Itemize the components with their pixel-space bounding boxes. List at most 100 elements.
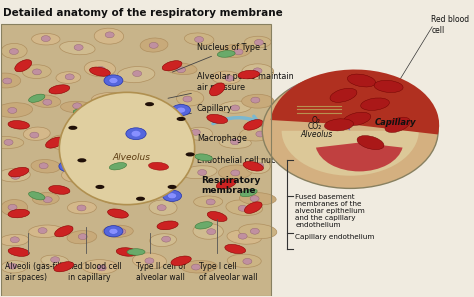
Ellipse shape — [55, 226, 73, 237]
Ellipse shape — [148, 162, 169, 170]
Ellipse shape — [49, 85, 70, 94]
Ellipse shape — [219, 101, 252, 113]
Ellipse shape — [32, 192, 59, 205]
Text: Type II cell of
alveolar wall: Type II cell of alveolar wall — [136, 262, 186, 282]
Ellipse shape — [193, 223, 223, 239]
Ellipse shape — [243, 162, 264, 171]
Ellipse shape — [219, 137, 251, 148]
Circle shape — [145, 258, 154, 264]
Circle shape — [72, 173, 81, 178]
Wedge shape — [316, 143, 402, 171]
Circle shape — [88, 131, 97, 137]
Ellipse shape — [385, 117, 410, 132]
Ellipse shape — [9, 167, 29, 177]
Circle shape — [30, 132, 39, 138]
Ellipse shape — [49, 186, 70, 194]
Circle shape — [162, 236, 171, 242]
Circle shape — [131, 131, 140, 137]
Ellipse shape — [67, 201, 96, 214]
Ellipse shape — [225, 244, 246, 254]
Circle shape — [231, 105, 240, 111]
Wedge shape — [271, 69, 439, 135]
Ellipse shape — [104, 226, 123, 237]
Ellipse shape — [54, 262, 74, 272]
Ellipse shape — [46, 137, 64, 148]
Ellipse shape — [94, 28, 124, 44]
Bar — [0, 24, 271, 296]
Circle shape — [64, 163, 73, 169]
Circle shape — [140, 101, 149, 107]
Ellipse shape — [140, 38, 168, 52]
Text: Fused basement
membranes of the
alveolar epithelium
and the capillary
endotheliu: Fused basement membranes of the alveolar… — [295, 194, 365, 228]
Circle shape — [73, 103, 82, 109]
Ellipse shape — [217, 50, 235, 57]
Circle shape — [39, 163, 48, 169]
Wedge shape — [288, 73, 350, 131]
Circle shape — [32, 69, 41, 75]
Ellipse shape — [211, 71, 241, 84]
Circle shape — [97, 265, 106, 271]
Circle shape — [250, 228, 259, 234]
Ellipse shape — [109, 162, 127, 170]
Ellipse shape — [163, 190, 182, 201]
Ellipse shape — [133, 253, 166, 269]
Ellipse shape — [61, 101, 94, 113]
Ellipse shape — [129, 98, 161, 110]
Ellipse shape — [0, 103, 33, 117]
Text: Nucleus of Type 1: Nucleus of Type 1 — [173, 43, 267, 72]
Ellipse shape — [242, 94, 274, 108]
Ellipse shape — [126, 128, 146, 140]
Ellipse shape — [1, 260, 27, 273]
Ellipse shape — [219, 44, 251, 58]
Circle shape — [243, 258, 252, 264]
Circle shape — [107, 164, 116, 170]
Circle shape — [255, 40, 264, 45]
Circle shape — [43, 99, 52, 105]
Ellipse shape — [116, 248, 137, 256]
Ellipse shape — [59, 161, 78, 172]
Circle shape — [122, 116, 131, 122]
Ellipse shape — [118, 113, 137, 124]
Ellipse shape — [0, 234, 29, 246]
Circle shape — [163, 146, 172, 151]
Ellipse shape — [145, 102, 154, 106]
Ellipse shape — [330, 88, 357, 102]
Circle shape — [231, 170, 240, 176]
Ellipse shape — [195, 154, 212, 161]
Ellipse shape — [240, 189, 257, 197]
Ellipse shape — [207, 211, 227, 222]
Ellipse shape — [15, 60, 32, 72]
Circle shape — [191, 129, 201, 135]
Ellipse shape — [77, 158, 86, 162]
Ellipse shape — [82, 260, 118, 274]
Ellipse shape — [0, 168, 30, 182]
Text: Red blood cell
in capillary: Red blood cell in capillary — [68, 262, 122, 282]
Ellipse shape — [343, 112, 371, 126]
Ellipse shape — [158, 143, 177, 154]
Ellipse shape — [227, 254, 261, 268]
Ellipse shape — [81, 120, 101, 130]
Ellipse shape — [60, 41, 95, 55]
Text: Alveoli (gas-filled
air spaces): Alveoli (gas-filled air spaces) — [5, 262, 72, 282]
Circle shape — [251, 97, 260, 103]
Ellipse shape — [108, 209, 128, 218]
Text: Capillary: Capillary — [375, 118, 417, 127]
Ellipse shape — [150, 234, 176, 247]
Circle shape — [8, 204, 17, 210]
Ellipse shape — [95, 185, 104, 189]
Ellipse shape — [239, 224, 277, 239]
Ellipse shape — [8, 209, 29, 218]
Text: Alveolar epithelium: Alveolar epithelium — [295, 162, 365, 168]
Ellipse shape — [246, 159, 270, 174]
Circle shape — [234, 49, 243, 55]
Ellipse shape — [28, 225, 63, 238]
Ellipse shape — [31, 95, 61, 108]
Ellipse shape — [50, 135, 78, 150]
Circle shape — [253, 68, 262, 74]
Ellipse shape — [226, 200, 263, 215]
Ellipse shape — [361, 98, 389, 110]
Circle shape — [207, 229, 216, 235]
Ellipse shape — [67, 230, 97, 244]
Text: Alveolus: Alveolus — [301, 130, 333, 139]
Circle shape — [4, 139, 13, 145]
